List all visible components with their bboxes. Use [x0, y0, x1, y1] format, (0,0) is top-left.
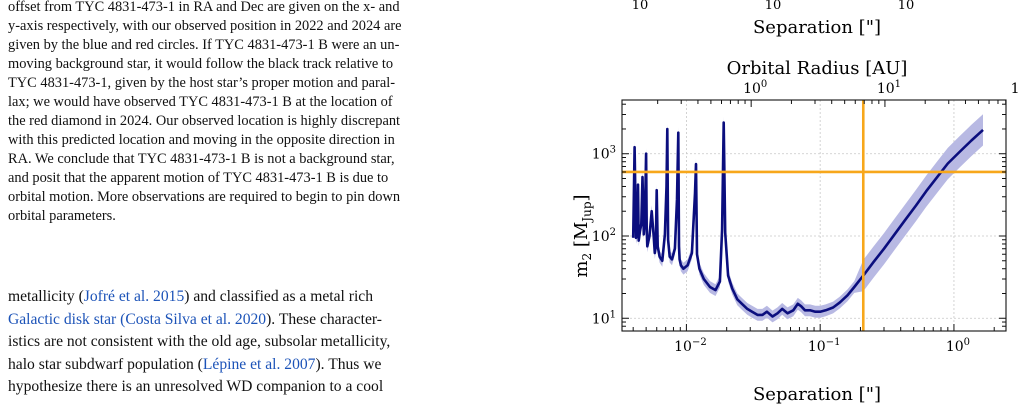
top-partial-tick: 10: [898, 0, 915, 13]
x-axis-label: Separation ["]: [753, 384, 881, 405]
text: ). These character-: [266, 310, 382, 328]
x-tick-label: 100: [946, 337, 970, 355]
top-tick-label: 102: [1011, 79, 1018, 97]
uncertainty-band: [633, 114, 983, 323]
caption-line: with this predicted location and moving …: [8, 132, 395, 148]
text: istics are not consistent with the old a…: [8, 333, 391, 350]
top-tick-label: 101: [877, 79, 901, 97]
text: ) and classified as a metal rich: [184, 288, 374, 305]
y-tick-label: 101: [592, 309, 616, 327]
text: ). Thus we: [315, 355, 382, 373]
caption-line: TYC 4831-473-1, given by the host star’s…: [8, 75, 396, 91]
top-axis-label: Orbital Radius [AU]: [727, 58, 908, 79]
caption-line: given by the blue and red circles. If TY…: [8, 37, 400, 53]
body-paragraph: metallicity (Jofré et al. 2015) and clas…: [8, 286, 494, 399]
caption-line: offset from TYC 4831-473-1 in RA and Dec…: [8, 0, 400, 15]
citation-link[interactable]: Jofré et al. 2015: [83, 288, 185, 305]
body-line: istics are not consistent with the old a…: [8, 331, 494, 354]
text: metallicity (: [8, 288, 84, 305]
caption-line: moving background star, it would follow …: [8, 56, 394, 72]
x-tick-label: 10−1: [808, 337, 841, 355]
caption-line: the red diamond in 2024. Our observed lo…: [8, 113, 401, 129]
y-tick-label: 103: [592, 145, 616, 163]
caption-line: y-axis respectively, with our observed p…: [8, 18, 402, 34]
top-partial-tick: 10: [765, 0, 782, 13]
body-line: halo star subdwarf population (Lépine et…: [8, 354, 494, 377]
axis-ticks: 10−2 10−1 100 101 102 103 100 101 102: [592, 79, 1018, 355]
y-axis-label: m2 [MJup]: [571, 194, 594, 277]
top-tick-label: 100: [743, 79, 767, 97]
top-partial-plot: 10 10 10 Separation ["]: [632, 0, 915, 38]
citation-link[interactable]: Galactic disk star (Costa Silva et al. 2…: [8, 310, 267, 328]
body-line: hypothesize there is an unresolved WD co…: [8, 376, 494, 399]
text: hypothesize there is an unresolved WD co…: [8, 378, 384, 395]
mass-limit-plot: 10−2 10−1 100 101 102 103 100 101 102 Orbital Ra…: [571, 58, 1018, 405]
grid: [622, 100, 1006, 331]
plot-frame: [621, 99, 1007, 332]
body-line: metallicity (Jofré et al. 2015) and clas…: [8, 286, 494, 309]
body-line: Galactic disk star (Costa Silva et al. 2…: [8, 309, 494, 332]
top-partial-tick: 10: [632, 0, 649, 13]
text: halo star subdwarf population (: [8, 355, 203, 373]
figure-caption: offset from TYC 4831-473-1 in RA and Dec…: [8, 0, 494, 226]
y-tick-label: 102: [592, 227, 616, 245]
top-partial-xlabel: Separation ["]: [753, 17, 881, 38]
caption-line: orbital motion. More observations are re…: [8, 189, 401, 205]
caption-line: orbital parameters.: [8, 208, 116, 224]
caption-line: and posit that the apparent motion of TY…: [8, 170, 389, 186]
x-tick-label: 10−2: [674, 337, 707, 355]
caption-line: RA. We conclude that TYC 4831-473-1 B is…: [8, 151, 395, 167]
mass-limit-curve: [631, 121, 984, 318]
citation-link[interactable]: Lépine et al. 2007: [202, 355, 316, 373]
caption-line: lax; we would have observed TYC 4831-473…: [8, 94, 393, 110]
